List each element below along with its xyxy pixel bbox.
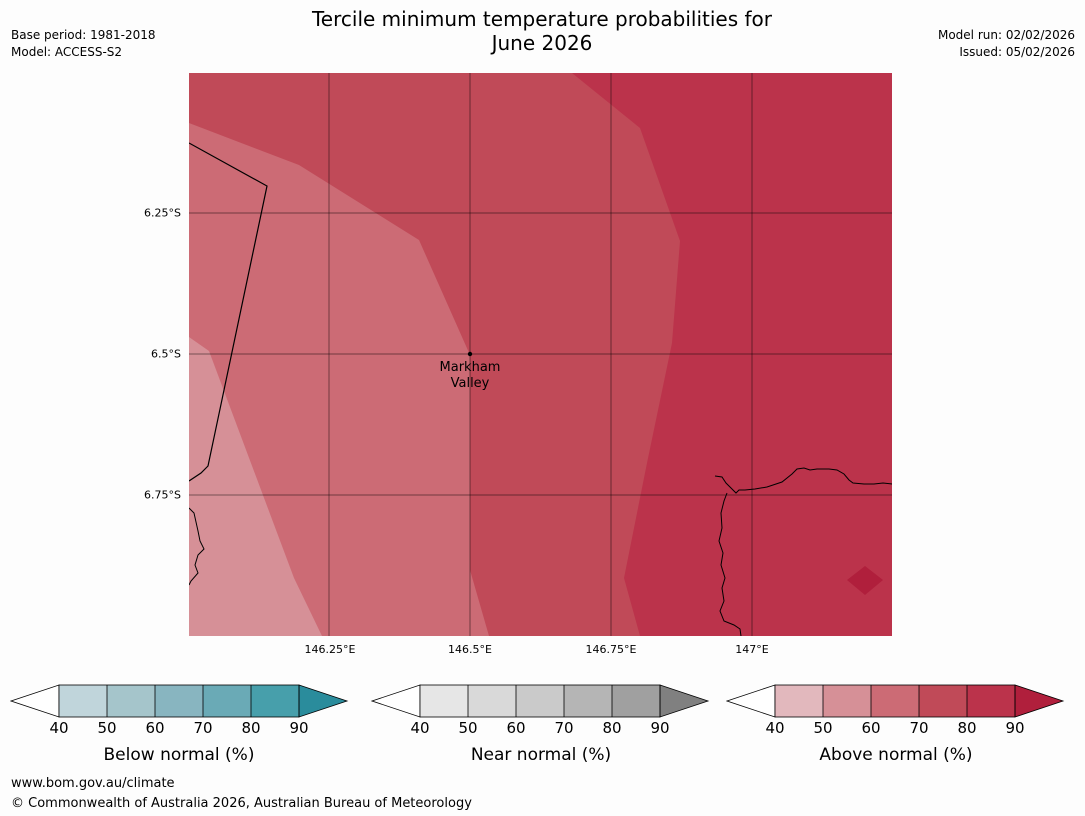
- colorbar-near-extend-high: [659, 684, 710, 718]
- tick: 40: [410, 719, 430, 737]
- legend-below-title: Below normal (%): [103, 745, 255, 765]
- colorbar-below-extend-low: [10, 684, 60, 718]
- issued-date: Issued: 05/02/2026: [959, 45, 1075, 59]
- lon-label-146-5: 146.5°E: [448, 643, 492, 656]
- legend-above-normal: [726, 684, 1066, 720]
- colorbar-near-extend-low: [371, 684, 421, 718]
- colorbar-above-normal: [726, 684, 1065, 718]
- legend-below-normal: [10, 684, 350, 720]
- tick: 80: [957, 719, 977, 737]
- tick: 40: [765, 719, 785, 737]
- tick: 90: [289, 719, 309, 737]
- colorbar-near-bin-50-60: [468, 685, 516, 717]
- base-period: Base period: 1981-2018: [11, 28, 156, 42]
- colorbar-below-bin-60-70: [155, 685, 203, 717]
- tick: 60: [861, 719, 881, 737]
- colorbar-above-bin-40-50: [775, 685, 823, 717]
- tick: 50: [813, 719, 833, 737]
- map-panel[interactable]: [189, 73, 892, 636]
- tick: 90: [650, 719, 670, 737]
- lat-label-6-75: 6.75°S: [144, 488, 181, 502]
- city-name-line2: Valley: [450, 376, 490, 391]
- province-boundary: [189, 142, 268, 482]
- colorbar-above-bin-70-80: [919, 685, 967, 717]
- lon-label-146-25: 146.25°E: [304, 643, 356, 656]
- tick: 60: [145, 719, 165, 737]
- city-name-line1: Markham: [439, 360, 501, 375]
- colorbar-below-bin-80-90: [251, 685, 299, 717]
- city-marker-markham-valley[interactable]: [467, 351, 473, 357]
- legend-near-title: Near normal (%): [470, 745, 612, 765]
- lon-label-146-75: 146.75°E: [585, 643, 637, 656]
- colorbar-above-extend-high: [1014, 684, 1065, 718]
- region-above-90-plus: [847, 566, 883, 595]
- colorbar-near-bin-80-90: [612, 685, 660, 717]
- colorbar-below-extend-high: [298, 684, 349, 718]
- map-svg[interactable]: [189, 73, 892, 636]
- coastline-river: [718, 492, 742, 636]
- colorbar-above-bin-50-60: [823, 685, 871, 717]
- map-title: Tercile minimum temperature probabilitie…: [242, 7, 842, 55]
- tick: 80: [241, 719, 261, 737]
- colorbar-above-bin-80-90: [967, 685, 1015, 717]
- tick: 60: [506, 719, 526, 737]
- tick: 50: [458, 719, 478, 737]
- map-title-line2: June 2026: [491, 31, 593, 55]
- colorbar-above-extend-low: [726, 684, 776, 718]
- colorbar-near-bin-60-70: [516, 685, 564, 717]
- tick: 70: [554, 719, 574, 737]
- model-name: Model: ACCESS-S2: [11, 45, 123, 59]
- lat-label-6-5: 6.5°S: [151, 347, 181, 361]
- tick: 70: [193, 719, 213, 737]
- graticule: [189, 73, 892, 636]
- colorbar-below-bin-40-50: [59, 685, 107, 717]
- colorbar-below-bin-50-60: [107, 685, 155, 717]
- region-above-80-90: [572, 73, 892, 636]
- tick: 40: [49, 719, 69, 737]
- colorbar-near-bin-70-80: [564, 685, 612, 717]
- tick: 70: [909, 719, 929, 737]
- legend-below-ticks: 40 50 60 70 80 90: [10, 719, 350, 737]
- coastline-west: [189, 507, 205, 586]
- footer-url[interactable]: www.bom.gov.au/climate: [11, 776, 175, 791]
- lon-label-147: 147°E: [735, 643, 769, 656]
- legend-above-ticks: 40 50 60 70 80 90: [726, 719, 1066, 737]
- tick: 80: [602, 719, 622, 737]
- colorbar-near-bin-40-50: [420, 685, 468, 717]
- lat-label-6-25: 6.25°S: [144, 206, 181, 220]
- model-run: Model run: 02/02/2026: [937, 28, 1075, 42]
- tick: 90: [1005, 719, 1025, 737]
- city-label-markham-valley: Markham Valley: [440, 360, 501, 392]
- region-above-50-60: [189, 337, 322, 636]
- coastline-gulf: [714, 467, 892, 494]
- tick: 50: [97, 719, 117, 737]
- meta-left: Base period: 1981-2018 Model: ACCESS-S2: [11, 27, 156, 61]
- map-title-line1: Tercile minimum temperature probabilitie…: [311, 7, 773, 31]
- colorbar-above-bin-60-70: [871, 685, 919, 717]
- legend-above-title: Above normal (%): [819, 745, 973, 765]
- legend-near-normal: [371, 684, 711, 720]
- footer-copyright: © Commonwealth of Australia 2026, Austra…: [11, 796, 472, 811]
- colorbar-near-normal: [371, 684, 710, 718]
- colorbar-below-bin-70-80: [203, 685, 251, 717]
- colorbar-below-normal: [10, 684, 349, 718]
- legend-near-ticks: 40 50 60 70 80 90: [371, 719, 711, 737]
- meta-right: Model run: 02/02/2026 Issued: 05/02/2026: [938, 27, 1075, 61]
